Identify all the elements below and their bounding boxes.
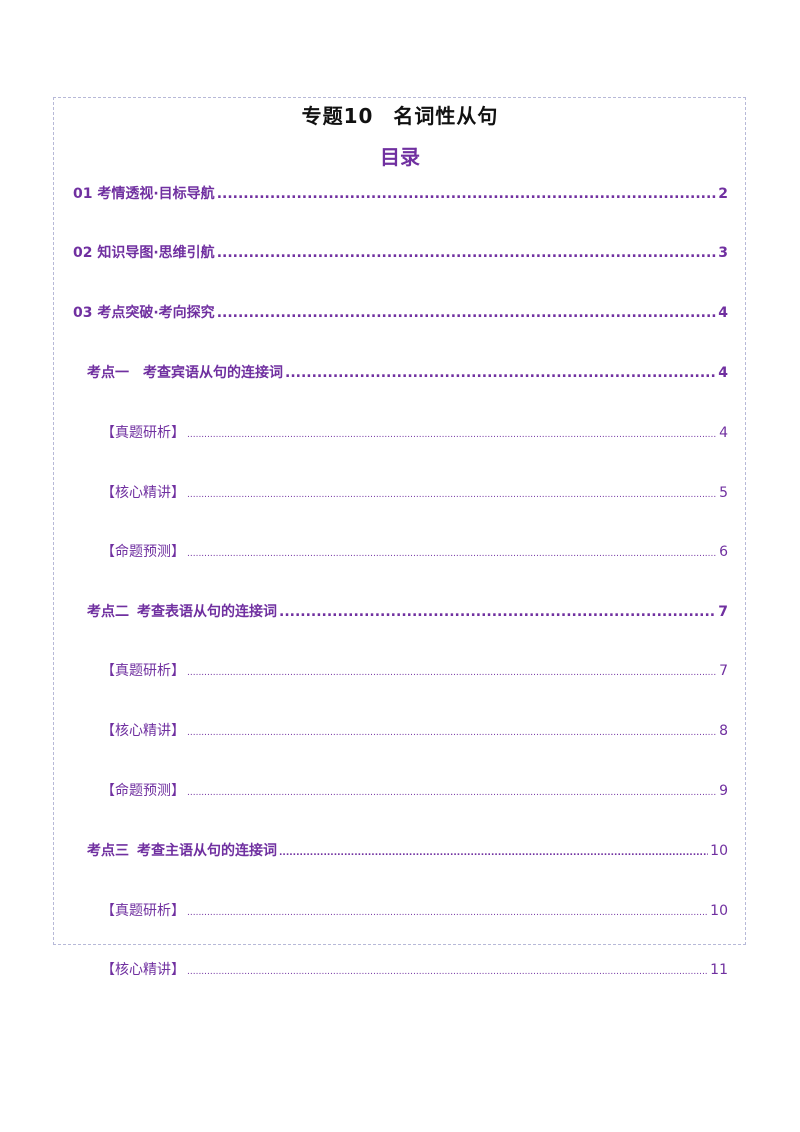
toc-entry-section-01[interactable]: 01 考情透视·目标导航 2	[73, 183, 728, 203]
toc-page-number: 9	[719, 783, 728, 799]
toc-page-number: 4	[719, 425, 728, 441]
toc-heading: 目录	[380, 145, 420, 169]
toc-leader-dots	[187, 788, 717, 798]
toc-entry-predictions-1[interactable]: 【命题预测】 6	[101, 541, 728, 561]
toc-entry-label: 【真题研析】	[101, 425, 185, 441]
toc-entry-label: 01 考情透视·目标导航	[73, 186, 215, 202]
toc-leader-dots	[217, 245, 717, 261]
toc-entry-past-exams-1[interactable]: 【真题研析】 4	[101, 422, 728, 442]
title-number: 专题10	[301, 104, 374, 128]
toc-entry-label: 【核心精讲】	[101, 962, 185, 978]
toc-leader-dots	[187, 908, 708, 918]
toc-page-number: 4	[718, 305, 728, 321]
toc-leader-dots	[187, 967, 708, 977]
toc-entry-section-02[interactable]: 02 知识导图·思维引航 3	[73, 242, 728, 262]
toc-page-number: 11	[710, 962, 728, 978]
toc-leader-dots	[187, 490, 717, 500]
toc-entry-label: 考点三 考查主语从句的连接词	[87, 843, 277, 859]
toc-leader-dots	[279, 604, 716, 620]
toc-entry-past-exams-3[interactable]: 【真题研析】 10	[101, 900, 728, 920]
toc-leader-dots	[187, 668, 717, 678]
toc-leader-dots	[279, 848, 708, 858]
toc-page-number: 10	[710, 843, 728, 859]
toc-entry-core-notes-2[interactable]: 【核心精讲】 8	[101, 720, 728, 740]
toc-page-number: 10	[710, 903, 728, 919]
toc-entry-predictions-2[interactable]: 【命题预测】 9	[101, 780, 728, 800]
toc-page-number: 3	[718, 245, 728, 261]
toc-leader-dots	[217, 186, 717, 202]
toc-entry-label: 02 知识导图·思维引航	[73, 245, 215, 261]
toc-page-number: 6	[719, 544, 728, 560]
toc-entry-label: 【命题预测】	[101, 544, 185, 560]
toc-entry-label: 【核心精讲】	[101, 723, 185, 739]
toc-leader-dots	[187, 728, 717, 738]
toc-entry-core-notes-3[interactable]: 【核心精讲】 11	[101, 959, 728, 979]
toc-page-number: 7	[719, 663, 728, 679]
toc-entry-label: 考点二 考查表语从句的连接词	[87, 604, 277, 620]
toc-entry-core-notes-1[interactable]: 【核心精讲】 5	[101, 482, 728, 502]
toc-page-number: 5	[719, 485, 728, 501]
toc-page-number: 8	[719, 723, 728, 739]
toc-page-number: 7	[718, 604, 728, 620]
toc-leader-dots	[217, 305, 717, 321]
toc-leader-dots	[187, 430, 717, 440]
toc-entry-label: 考点一 考查宾语从句的连接词	[87, 365, 283, 381]
toc-entry-past-exams-2[interactable]: 【真题研析】 7	[101, 660, 728, 680]
toc-entry-label: 【真题研析】	[101, 663, 185, 679]
page-border	[53, 97, 746, 945]
toc-entry-section-03[interactable]: 03 考点突破·考向探究 4	[73, 302, 728, 322]
toc-page-number: 4	[718, 365, 728, 381]
toc-entry-label: 【核心精讲】	[101, 485, 185, 501]
toc-entry-label: 【命题预测】	[101, 783, 185, 799]
toc-leader-dots	[187, 549, 717, 559]
title-text: 名词性从句	[393, 104, 499, 128]
toc-page-number: 2	[718, 186, 728, 202]
toc-entry-label: 【真题研析】	[101, 903, 185, 919]
document-title: 专题10 名词性从句	[0, 100, 800, 129]
toc-entry-label: 03 考点突破·考向探究	[73, 305, 215, 321]
toc-leader-dots	[285, 365, 716, 381]
